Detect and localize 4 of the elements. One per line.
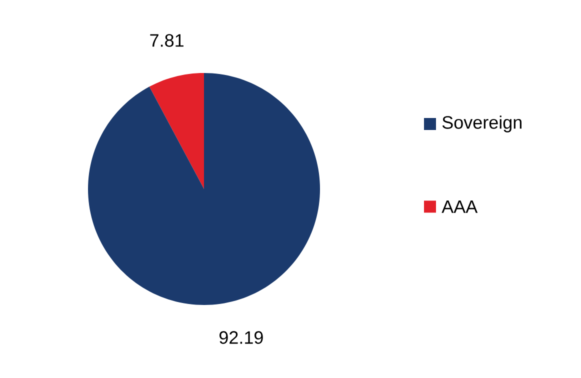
data-label: 7.81	[150, 34, 184, 47]
legend-label: Sovereign	[442, 116, 522, 132]
data-label: 92.19	[220, 331, 263, 344]
legend-label: AAA	[442, 200, 478, 213]
